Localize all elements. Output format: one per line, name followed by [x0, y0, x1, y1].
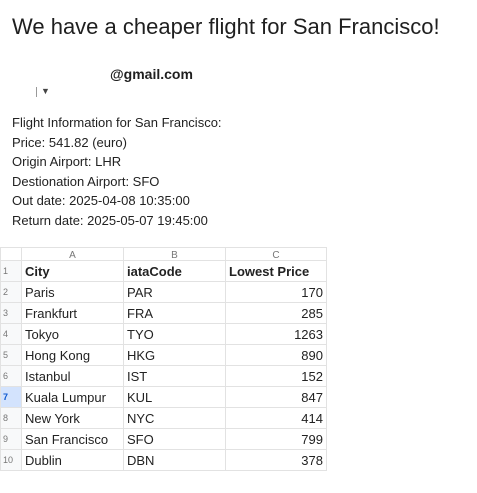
email-subject: We have a cheaper flight for San Francis… [12, 14, 440, 39]
table-row: 5 Hong Kong HKG 890 [0, 344, 327, 366]
body-line-destination: Destionation Airport: SFO [12, 173, 160, 189]
iata-cell[interactable]: TYO [123, 323, 226, 345]
price-cell[interactable]: 1263 [225, 323, 327, 345]
city-cell[interactable]: Frankfurt [21, 302, 124, 324]
iata-cell[interactable]: SFO [123, 428, 226, 450]
table-row: 6 Istanbul IST 152 [0, 365, 327, 387]
row-number[interactable]: 8 [0, 407, 22, 429]
chevron-down-icon[interactable]: ▼ [41, 86, 50, 96]
price-cell[interactable]: 799 [225, 428, 327, 450]
table-row: 3 Frankfurt FRA 285 [0, 302, 327, 324]
iata-cell[interactable]: NYC [123, 407, 226, 429]
price-cell[interactable]: 285 [225, 302, 327, 324]
iata-cell[interactable]: HKG [123, 344, 226, 366]
table-row: 10 Dublin DBN 378 [0, 449, 327, 471]
column-header-c[interactable]: C [225, 247, 327, 261]
corner-cell[interactable] [0, 247, 22, 261]
city-cell[interactable]: Paris [21, 281, 124, 303]
row-number[interactable]: 10 [0, 449, 22, 471]
city-cell[interactable]: San Francisco [21, 428, 124, 450]
city-cell[interactable]: Hong Kong [21, 344, 124, 366]
table-row: 4 Tokyo TYO 1263 [0, 323, 327, 345]
row-number[interactable]: 9 [0, 428, 22, 450]
sender-address[interactable]: @gmail.com [110, 66, 193, 82]
price-cell[interactable]: 890 [225, 344, 327, 366]
body-line-return-date: Return date: 2025-05-07 19:45:00 [12, 212, 208, 228]
recipient-details-toggle[interactable]: ▼ [36, 86, 56, 100]
body-line-out-date: Out date: 2025-04-08 10:35:00 [12, 193, 190, 208]
city-cell[interactable]: Istanbul [21, 365, 124, 387]
price-cell[interactable]: 152 [225, 365, 327, 387]
header-cell-lowest-price[interactable]: Lowest Price [225, 260, 327, 282]
row-number[interactable]: 5 [0, 344, 22, 366]
body-line-heading: Flight Information for San Francisco: [12, 115, 222, 130]
divider [36, 87, 37, 97]
row-number[interactable]: 3 [0, 302, 22, 324]
body-line-price: Price: 541.82 (euro) [12, 134, 127, 150]
table-row: 8 New York NYC 414 [0, 407, 327, 429]
row-number-selected[interactable]: 7 [0, 386, 22, 408]
city-cell[interactable]: Kuala Lumpur [21, 386, 124, 408]
iata-cell[interactable]: PAR [123, 281, 226, 303]
column-header-a[interactable]: A [21, 247, 124, 261]
iata-cell[interactable]: KUL [123, 386, 226, 408]
table-row: 2 Paris PAR 170 [0, 281, 327, 303]
price-cell[interactable]: 414 [225, 407, 327, 429]
header-cell-iatacode[interactable]: iataCode [123, 260, 226, 282]
city-cell[interactable]: New York [21, 407, 124, 429]
body-line-origin: Origin Airport: LHR [12, 154, 122, 169]
price-cell[interactable]: 847 [225, 386, 327, 408]
price-cell[interactable]: 378 [225, 449, 327, 471]
row-number[interactable]: 4 [0, 323, 22, 345]
city-cell[interactable]: Dublin [21, 449, 124, 471]
iata-cell[interactable]: FRA [123, 302, 226, 324]
price-cell[interactable]: 170 [225, 281, 327, 303]
row-number[interactable]: 2 [0, 281, 22, 303]
table-row: 7 Kuala Lumpur KUL 847 [0, 386, 327, 408]
iata-cell[interactable]: IST [123, 365, 226, 387]
column-header-b[interactable]: B [123, 247, 226, 261]
city-cell[interactable]: Tokyo [21, 323, 124, 345]
table-header-row: 1 City iataCode Lowest Price [0, 260, 327, 282]
table-row: 9 San Francisco SFO 799 [0, 428, 327, 450]
header-cell-city[interactable]: City [21, 260, 124, 282]
row-number[interactable]: 1 [0, 260, 22, 282]
column-header-row: A B C [0, 247, 327, 261]
row-number[interactable]: 6 [0, 365, 22, 387]
iata-cell[interactable]: DBN [123, 449, 226, 471]
flight-prices-sheet: A B C 1 City iataCode Lowest Price 2 Par… [0, 247, 327, 471]
email-body: Flight Information for San Francisco: Pr… [12, 113, 222, 230]
